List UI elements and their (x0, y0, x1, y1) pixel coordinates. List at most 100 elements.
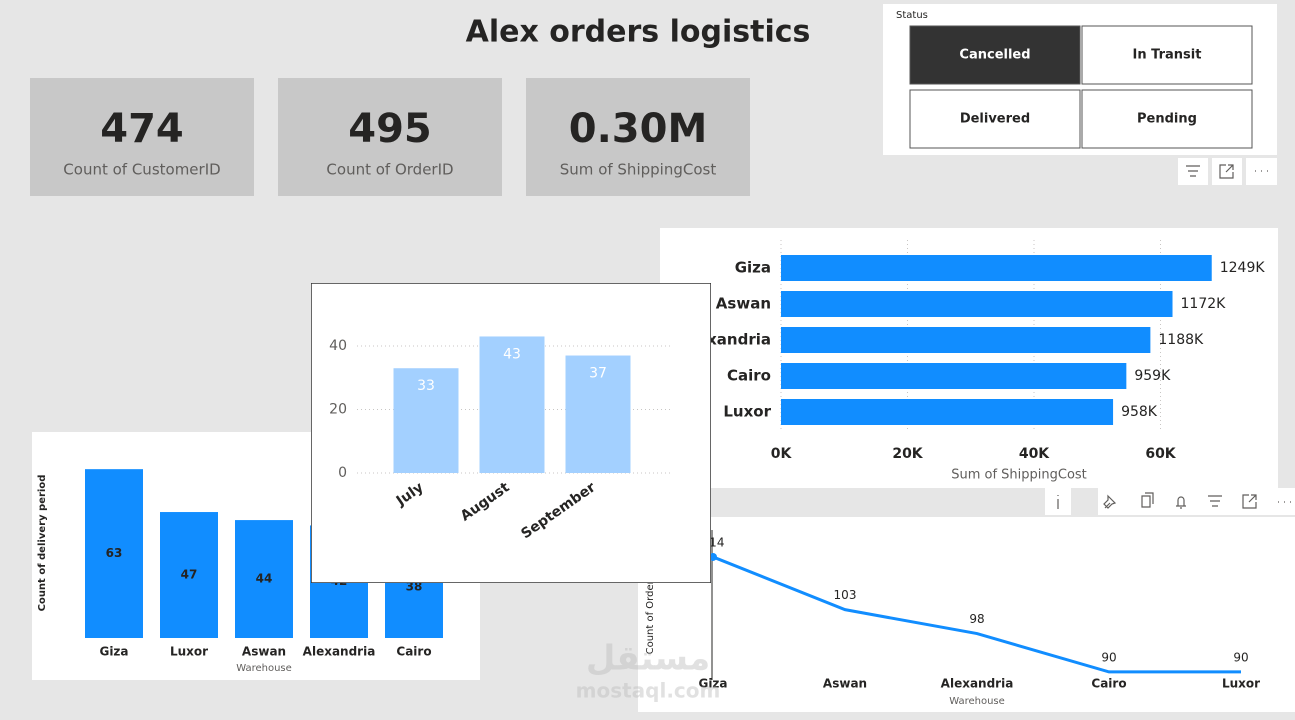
bar (781, 327, 1151, 353)
x-axis-title: Warehouse (236, 663, 292, 674)
x-tick-label: Giza (99, 645, 128, 659)
filter-glyph (1186, 165, 1200, 177)
data-label: 47 (181, 568, 198, 582)
bar (565, 355, 631, 473)
slicer-title: Status (896, 10, 928, 21)
y-tick-label: 0 (338, 465, 347, 481)
x-tick-label: Aswan (242, 645, 286, 659)
y-tick-label: 40 (329, 338, 347, 354)
kpi-label: Count of CustomerID (63, 161, 220, 179)
kpi-label: Sum of ShippingCost (560, 161, 717, 179)
kpi-card: 474 Count of CustomerID (30, 78, 254, 196)
x-tick-label: Giza (698, 677, 727, 691)
data-label: 33 (417, 378, 435, 394)
kpi-value: 474 (100, 106, 184, 152)
slicer-option[interactable]: In Transit (1081, 25, 1253, 85)
data-label: 958K (1121, 404, 1158, 420)
slicer-button[interactable] (909, 25, 1081, 85)
y-tick-label: 20 (329, 402, 347, 418)
toolbar-strip (1098, 488, 1295, 515)
x-tick-label: Aswan (823, 677, 867, 691)
bar (235, 520, 293, 638)
kpi-background (30, 78, 254, 196)
x-tick-label: 60K (1145, 446, 1176, 462)
bar (393, 368, 459, 473)
bar (781, 291, 1173, 317)
data-label: 98 (969, 612, 984, 626)
slicer-option-label[interactable]: Delivered (960, 112, 1030, 127)
category-label: Cairo (727, 367, 771, 385)
kpi-background (278, 78, 502, 196)
visual-panel: 114Giza103Aswan98Alexandria90Cairo90Luxo… (638, 517, 1295, 712)
data-label: 1172K (1181, 296, 1227, 312)
pin-glyph[interactable] (1103, 494, 1117, 509)
alert-glyph[interactable] (1176, 496, 1186, 509)
copy-glyph[interactable] (1141, 492, 1154, 508)
slicer-option-label[interactable]: Pending (1137, 112, 1197, 127)
slicer-option-label[interactable]: Cancelled (959, 48, 1030, 63)
line (712, 555, 1241, 674)
slicer-option-label[interactable]: In Transit (1133, 48, 1202, 63)
bar (85, 469, 143, 638)
focus-glyph[interactable] (1242, 494, 1257, 509)
bar (781, 255, 1212, 281)
data-label: 103 (834, 588, 857, 602)
y-axis-title: Count of delivery period (37, 475, 48, 612)
slicer-option[interactable]: Pending (1081, 89, 1253, 149)
data-label: 90 (1101, 650, 1116, 664)
data-label: 90 (1233, 650, 1248, 664)
watermark-latin: mostaql.com (576, 679, 721, 703)
kpi-card: 495 Count of OrderID (278, 78, 502, 196)
bar (479, 336, 545, 473)
x-tick-label: Alexandria (303, 645, 376, 659)
chart-toolbar (1045, 488, 1295, 515)
y-axis-title: Count of OrderID (645, 569, 656, 654)
x-tick-label: Luxor (1222, 677, 1260, 691)
filter-glyph[interactable] (1208, 495, 1222, 507)
data-label: 959K (1134, 368, 1171, 384)
data-label: 43 (503, 346, 521, 362)
data-label: 63 (106, 546, 123, 560)
kpi-label: Count of OrderID (326, 161, 453, 179)
x-axis-title: Sum of ShippingCost (951, 468, 1087, 483)
watermark-arabic: مستقل (586, 639, 710, 679)
panel-background (638, 517, 1295, 712)
x-tick-label: Alexandria (941, 677, 1014, 691)
bar (781, 399, 1114, 425)
kpi-card: 0.30M Sum of ShippingCost (526, 78, 750, 196)
data-label: 37 (589, 366, 607, 382)
slicer-option[interactable]: Delivered (909, 89, 1081, 149)
slicer-button[interactable] (1081, 25, 1253, 85)
x-tick-label: 20K (892, 446, 923, 462)
data-label: 1188K (1158, 332, 1204, 348)
visual-content: 114Giza103Aswan98Alexandria90Cairo90Luxo… (638, 517, 1295, 712)
slicer-option[interactable]: Cancelled (909, 25, 1081, 85)
x-tick-label: Cairo (1091, 677, 1126, 691)
kpi-background (526, 78, 750, 196)
x-tick-label: 0K (771, 446, 793, 462)
data-label: 44 (256, 572, 273, 586)
bar (781, 363, 1127, 389)
x-axis-title: Warehouse (949, 696, 1005, 707)
data-label: 1249K (1220, 260, 1266, 276)
focus-glyph (1219, 164, 1234, 179)
slicer-button[interactable] (1081, 89, 1253, 149)
x-tick-label: Luxor (170, 645, 208, 659)
kpi-value: 0.30M (569, 106, 708, 152)
slicer-toolbar (1178, 158, 1277, 185)
dashboard-title: Alex orders logistics (466, 15, 811, 50)
category-label: Giza (735, 259, 771, 277)
data-label: 38 (406, 580, 423, 594)
slicer-button[interactable] (909, 89, 1081, 149)
x-tick-label: 40K (1019, 446, 1050, 462)
visuals: 0K 20K 40K 60K Giza 1249K Aswan 1172K Alexandria… (32, 228, 1295, 712)
category-label: Luxor (723, 403, 771, 421)
x-tick-label: Cairo (396, 645, 431, 659)
kpi-value: 495 (348, 106, 432, 152)
category-label: Aswan (716, 295, 771, 313)
